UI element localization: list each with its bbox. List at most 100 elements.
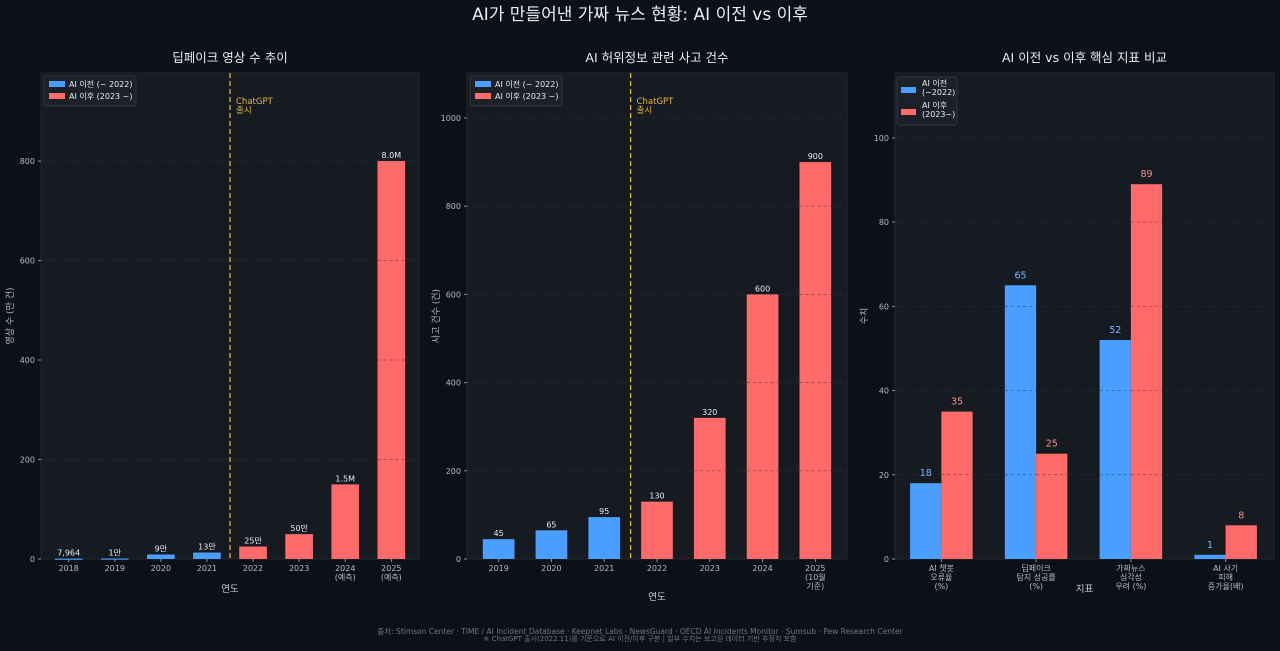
x-axis-label: 연도 [648, 592, 666, 603]
x-tick-label: 2023 [700, 564, 720, 573]
y-tick-label: 80 [879, 218, 889, 227]
bar-after [1225, 525, 1257, 559]
bar [746, 294, 779, 559]
x-tick-label: 2022 [243, 564, 263, 573]
y-tick-label: 0 [30, 555, 35, 564]
legend: AI 이전 (~2022) AI 이후 (2023~) [896, 76, 958, 126]
x-tick-label: 2022 [647, 564, 667, 573]
chatgpt-annotation: ChatGPT 출시 [637, 97, 675, 116]
data-label: 25만 [244, 537, 262, 546]
x-tick-label: 2020 [151, 564, 171, 573]
x-tick-label: 2021 [594, 564, 614, 573]
data-label: 130 [649, 492, 664, 501]
chart-title: 딥페이크 영상 수 추이 [172, 50, 287, 65]
chatgpt-annotation: ChatGPT 출시 [236, 97, 274, 116]
data-label: 65 [546, 520, 556, 529]
y-tick-label: 200 [446, 467, 461, 476]
legend-swatch-after [475, 93, 491, 99]
data-label: 1.5M [335, 474, 355, 483]
y-tick-label: 0 [884, 555, 889, 564]
x-tick-label: 2023 [289, 564, 309, 573]
y-tick-label: 800 [20, 157, 35, 166]
legend-swatch-before [49, 81, 65, 87]
data-label: 600 [755, 284, 770, 293]
x-tick-label: 가짜뉴스 심각성 우려 (%) [1115, 564, 1146, 591]
data-label: 18 [920, 468, 932, 479]
data-label: 9만 [155, 545, 168, 554]
data-label: 8 [1238, 510, 1244, 521]
legend-swatch-after [49, 93, 65, 99]
data-label: 50만 [290, 524, 308, 533]
y-tick-label: 400 [446, 379, 461, 388]
legend-swatch-before [901, 87, 916, 93]
x-tick-label: 2025 (10월 기준) [805, 564, 826, 591]
legend-label-before: AI 이전 (~2022) [922, 78, 955, 97]
bar [535, 530, 568, 559]
data-label: 1만 [109, 549, 122, 558]
y-tick-label: 800 [446, 202, 461, 211]
bar-after [1130, 184, 1163, 559]
x-tick-label: 2019 [488, 564, 508, 573]
bar [239, 546, 267, 559]
data-label: 8.0M [382, 151, 402, 160]
bar [482, 539, 515, 559]
data-label: 45 [494, 529, 504, 538]
y-tick-label: 400 [20, 356, 35, 365]
legend: AI 이전 (~ 2022) AI 이후 (2023 ~) [43, 75, 137, 107]
chart-panel-3: AI 이전 vs 이후 핵심 지표 비교020406080100수치지표1865… [858, 50, 1275, 595]
y-axis-label: 수치 [858, 308, 870, 325]
legend-label-before: AI 이전 (~ 2022) [495, 79, 559, 89]
x-tick-label: 2024 (예측) [335, 564, 356, 582]
y-tick-label: 200 [20, 456, 35, 465]
data-label: 35 [951, 397, 963, 408]
data-label: 95 [599, 507, 609, 516]
data-label: 25 [1046, 439, 1058, 450]
footer-source: 출처: Stimson Center · TIME / AI Incident … [377, 626, 903, 636]
x-tick-label: 2020 [541, 564, 561, 573]
legend-label-after: AI 이후 (2023 ~) [69, 91, 133, 101]
data-label: 13만 [198, 543, 216, 552]
x-tick-label: AI 사기 피해 증가율(배) [1208, 564, 1244, 591]
y-tick-label: 600 [20, 257, 35, 266]
plot-area [466, 72, 848, 560]
bar-after [941, 411, 973, 559]
bar-before [1004, 285, 1037, 559]
y-tick-label: 20 [879, 471, 889, 480]
figure-title: AI가 만들어낸 가짜 뉴스 현황: AI 이전 vs 이후 [472, 5, 808, 25]
data-label: 65 [1014, 270, 1026, 281]
bar-before [1194, 554, 1226, 559]
x-axis-label: 연도 [221, 584, 239, 595]
x-tick-label: 2019 [105, 564, 125, 573]
x-tick-label: 딥페이크 탐지 성공률 (%) [1016, 563, 1055, 591]
y-tick-label: 60 [879, 302, 889, 311]
legend-box [43, 75, 137, 107]
bar [193, 552, 221, 559]
legend-box [469, 75, 563, 107]
legend-swatch-after [901, 109, 916, 115]
legend-label-after: AI 이후 (2023 ~) [495, 91, 559, 101]
x-tick-label: 2025 (예측) [381, 564, 402, 582]
bar [285, 534, 313, 559]
footer-note: ※ ChatGPT 출시(2022.11)를 기준으로 AI 이전/이후 구분 … [484, 634, 797, 643]
y-tick-label: 1000 [441, 114, 461, 123]
data-label: 89 [1140, 169, 1152, 180]
y-tick-label: 40 [879, 387, 889, 396]
bar [331, 484, 360, 559]
chart-title: AI 허위정보 관련 사고 건수 [585, 50, 728, 65]
legend-swatch-before [475, 81, 491, 87]
chart-panel-1: 딥페이크 영상 수 추이 0 200 400 600 800 영상 수 (만 건) 연도 7,9… [5, 50, 420, 595]
bar [147, 554, 175, 559]
legend: AI 이전 (~ 2022) AI 이후 (2023 ~) [469, 75, 563, 107]
data-label: 52 [1109, 325, 1121, 336]
data-label: 900 [808, 152, 823, 161]
x-axis-label: 지표 [1076, 584, 1094, 595]
bar [693, 417, 726, 559]
y-tick-label: 100 [874, 134, 889, 143]
y-tick-label: 0 [456, 555, 461, 564]
bar [799, 162, 832, 559]
y-axis-label: 사고 건수 (건) [431, 289, 442, 343]
y-axis-label: 영상 수 (만 건) [5, 287, 16, 344]
x-tick-label: AI 챗봇 오류율 (%) [929, 563, 954, 591]
x-tick-label: 2018 [58, 564, 78, 573]
